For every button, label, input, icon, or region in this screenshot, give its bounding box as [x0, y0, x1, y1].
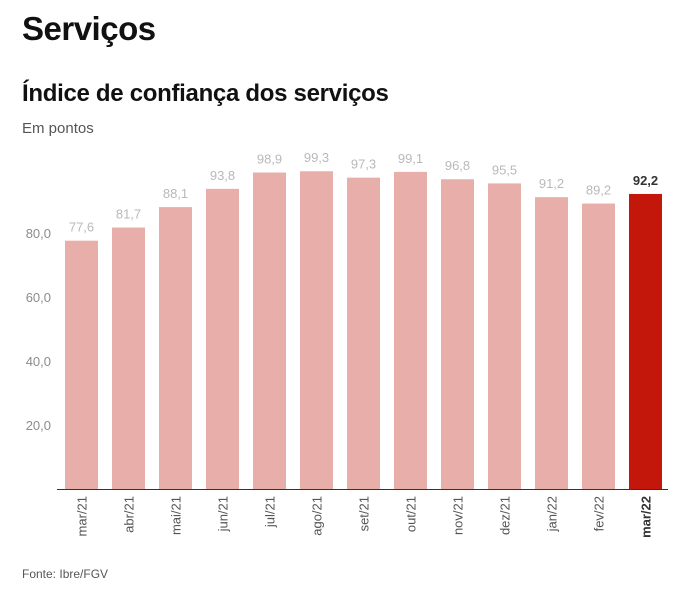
bar-value-label: 88,1 — [163, 186, 188, 201]
bar-value-label: 96,8 — [445, 158, 470, 173]
bar-value-label: 89,2 — [586, 183, 611, 198]
page-title: Serviços — [22, 10, 156, 47]
x-tick-label: dez/21 — [498, 496, 513, 535]
x-tick-label: jun/21 — [216, 496, 231, 532]
x-tick-label: mar/21 — [75, 496, 90, 536]
bar — [394, 171, 427, 489]
bar — [206, 188, 239, 489]
bar — [441, 179, 474, 490]
chart-title: Índice de confiança dos serviços — [22, 80, 389, 107]
bar — [488, 183, 521, 489]
x-tick-label: jan/22 — [545, 496, 560, 532]
bar-value-label: 81,7 — [116, 207, 141, 222]
bar-highlight — [629, 193, 662, 489]
chart-subtitle: Em pontos — [22, 120, 94, 137]
bar — [253, 172, 286, 489]
bar — [65, 240, 98, 489]
x-tick-label: out/21 — [404, 496, 419, 532]
bar — [112, 227, 145, 489]
bar-value-label: 99,3 — [304, 150, 329, 165]
bar — [347, 177, 380, 489]
y-tick-label: 40,0 — [26, 354, 51, 369]
y-tick-label: 60,0 — [26, 290, 51, 305]
bar-value-label: 99,1 — [398, 151, 423, 166]
bar-value-label: 93,8 — [210, 168, 235, 183]
x-tick-label: abr/21 — [122, 496, 137, 533]
x-tick-label: jul/21 — [263, 496, 278, 528]
x-tick-label: mar/22 — [639, 496, 654, 538]
bar-value-label: 91,2 — [539, 176, 564, 191]
bar-value-label: 97,3 — [351, 157, 376, 172]
bar-value-label: 77,6 — [69, 220, 94, 235]
bar — [582, 203, 615, 489]
x-tick-label: set/21 — [357, 496, 372, 531]
x-tick-label: fev/22 — [592, 496, 607, 531]
y-tick-label: 80,0 — [26, 226, 51, 241]
x-tick-label: ago/21 — [310, 496, 325, 536]
bar — [300, 171, 333, 490]
x-tick-label: mai/21 — [169, 496, 184, 535]
bar — [159, 207, 192, 489]
bar-value-label: 98,9 — [257, 152, 282, 167]
x-tick-label: nov/21 — [451, 496, 466, 535]
bar-value-label: 92,2 — [633, 173, 658, 188]
bar — [535, 197, 568, 489]
bar-value-label: 95,5 — [492, 162, 517, 177]
y-tick-label: 20,0 — [26, 418, 51, 433]
source-note: Fonte: Ibre/FGV — [22, 567, 109, 581]
